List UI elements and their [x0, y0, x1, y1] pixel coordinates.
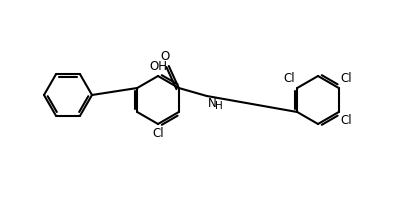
Text: H: H	[215, 101, 223, 111]
Text: Cl: Cl	[152, 127, 164, 140]
Text: N: N	[208, 97, 217, 110]
Text: Cl: Cl	[341, 114, 352, 127]
Text: O: O	[160, 50, 169, 63]
Text: OH: OH	[149, 60, 167, 73]
Text: Cl: Cl	[284, 72, 295, 85]
Text: Cl: Cl	[341, 72, 352, 85]
